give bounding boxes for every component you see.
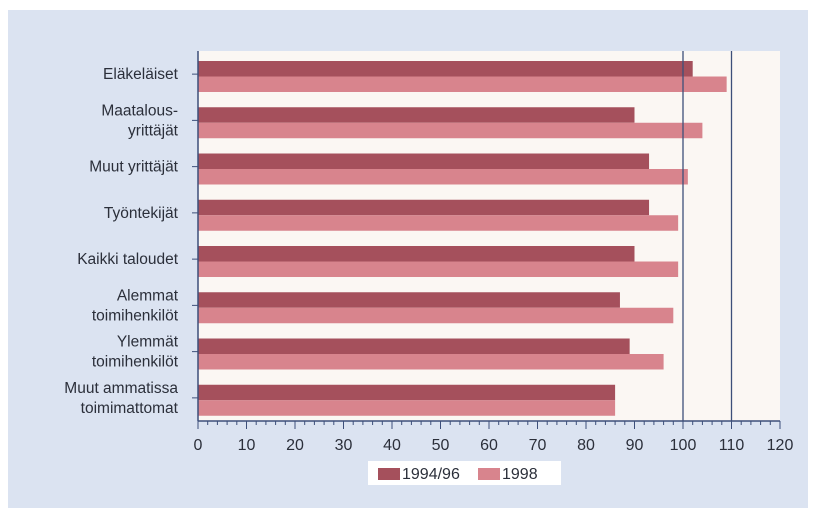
x-tick-label-40: 40 — [383, 437, 401, 454]
bar-a-5 — [198, 292, 620, 308]
bar-b-0 — [198, 76, 727, 92]
category-label-5-1: toimihenkilöt — [92, 307, 179, 324]
x-tick-label-20: 20 — [286, 437, 304, 454]
bar-b-6 — [198, 354, 664, 370]
x-tick-label-30: 30 — [335, 437, 353, 454]
x-tick-label-0: 0 — [194, 437, 203, 454]
bar-a-1 — [198, 107, 635, 123]
bar-a-2 — [198, 153, 650, 169]
bar-b-7 — [198, 400, 616, 416]
category-label-0-0: Eläkeläiset — [103, 66, 179, 83]
x-tick-label-80: 80 — [577, 437, 595, 454]
x-tick-label-10: 10 — [238, 437, 256, 454]
bar-a-6 — [198, 338, 630, 354]
bar-b-4 — [198, 261, 679, 277]
x-tick-label-50: 50 — [432, 437, 450, 454]
category-label-3-0: Työntekijät — [104, 205, 179, 222]
x-tick-label-110: 110 — [719, 437, 745, 454]
bar-b-5 — [198, 307, 674, 324]
x-tick-label-60: 60 — [480, 437, 498, 454]
legend-swatch-1 — [478, 468, 500, 480]
bar-a-7 — [198, 384, 616, 401]
category-label-4-0: Kaikki taloudet — [77, 251, 179, 268]
x-tick-label-70: 70 — [529, 437, 547, 454]
category-label-1-1: yrittäjät — [128, 122, 179, 139]
category-label-6-0: Ylemmät — [117, 334, 179, 351]
category-label-7-0: Muut ammatissa — [64, 380, 178, 397]
x-tick-label-90: 90 — [626, 437, 644, 454]
bar-a-4 — [198, 246, 635, 262]
x-tick-label-120: 120 — [767, 437, 794, 454]
x-tick-label-100: 100 — [670, 437, 697, 454]
category-label-5-0: Alemmat — [117, 287, 179, 304]
category-label-1-0: Maatalous- — [101, 102, 178, 119]
bar-a-3 — [198, 199, 650, 216]
bar-b-2 — [198, 169, 688, 185]
category-label-6-1: toimihenkilöt — [92, 354, 179, 371]
bar-b-3 — [198, 215, 679, 231]
category-label-7-1: toimimattomat — [81, 400, 179, 417]
legend-box — [368, 461, 561, 485]
category-label-2-0: Muut yrittäjät — [89, 159, 178, 176]
legend-label-0: 1994/96 — [402, 466, 460, 483]
legend-swatch-0 — [378, 468, 400, 480]
legend-label-1: 1998 — [502, 466, 538, 483]
bar-a-0 — [198, 61, 693, 77]
bar-b-1 — [198, 122, 703, 139]
